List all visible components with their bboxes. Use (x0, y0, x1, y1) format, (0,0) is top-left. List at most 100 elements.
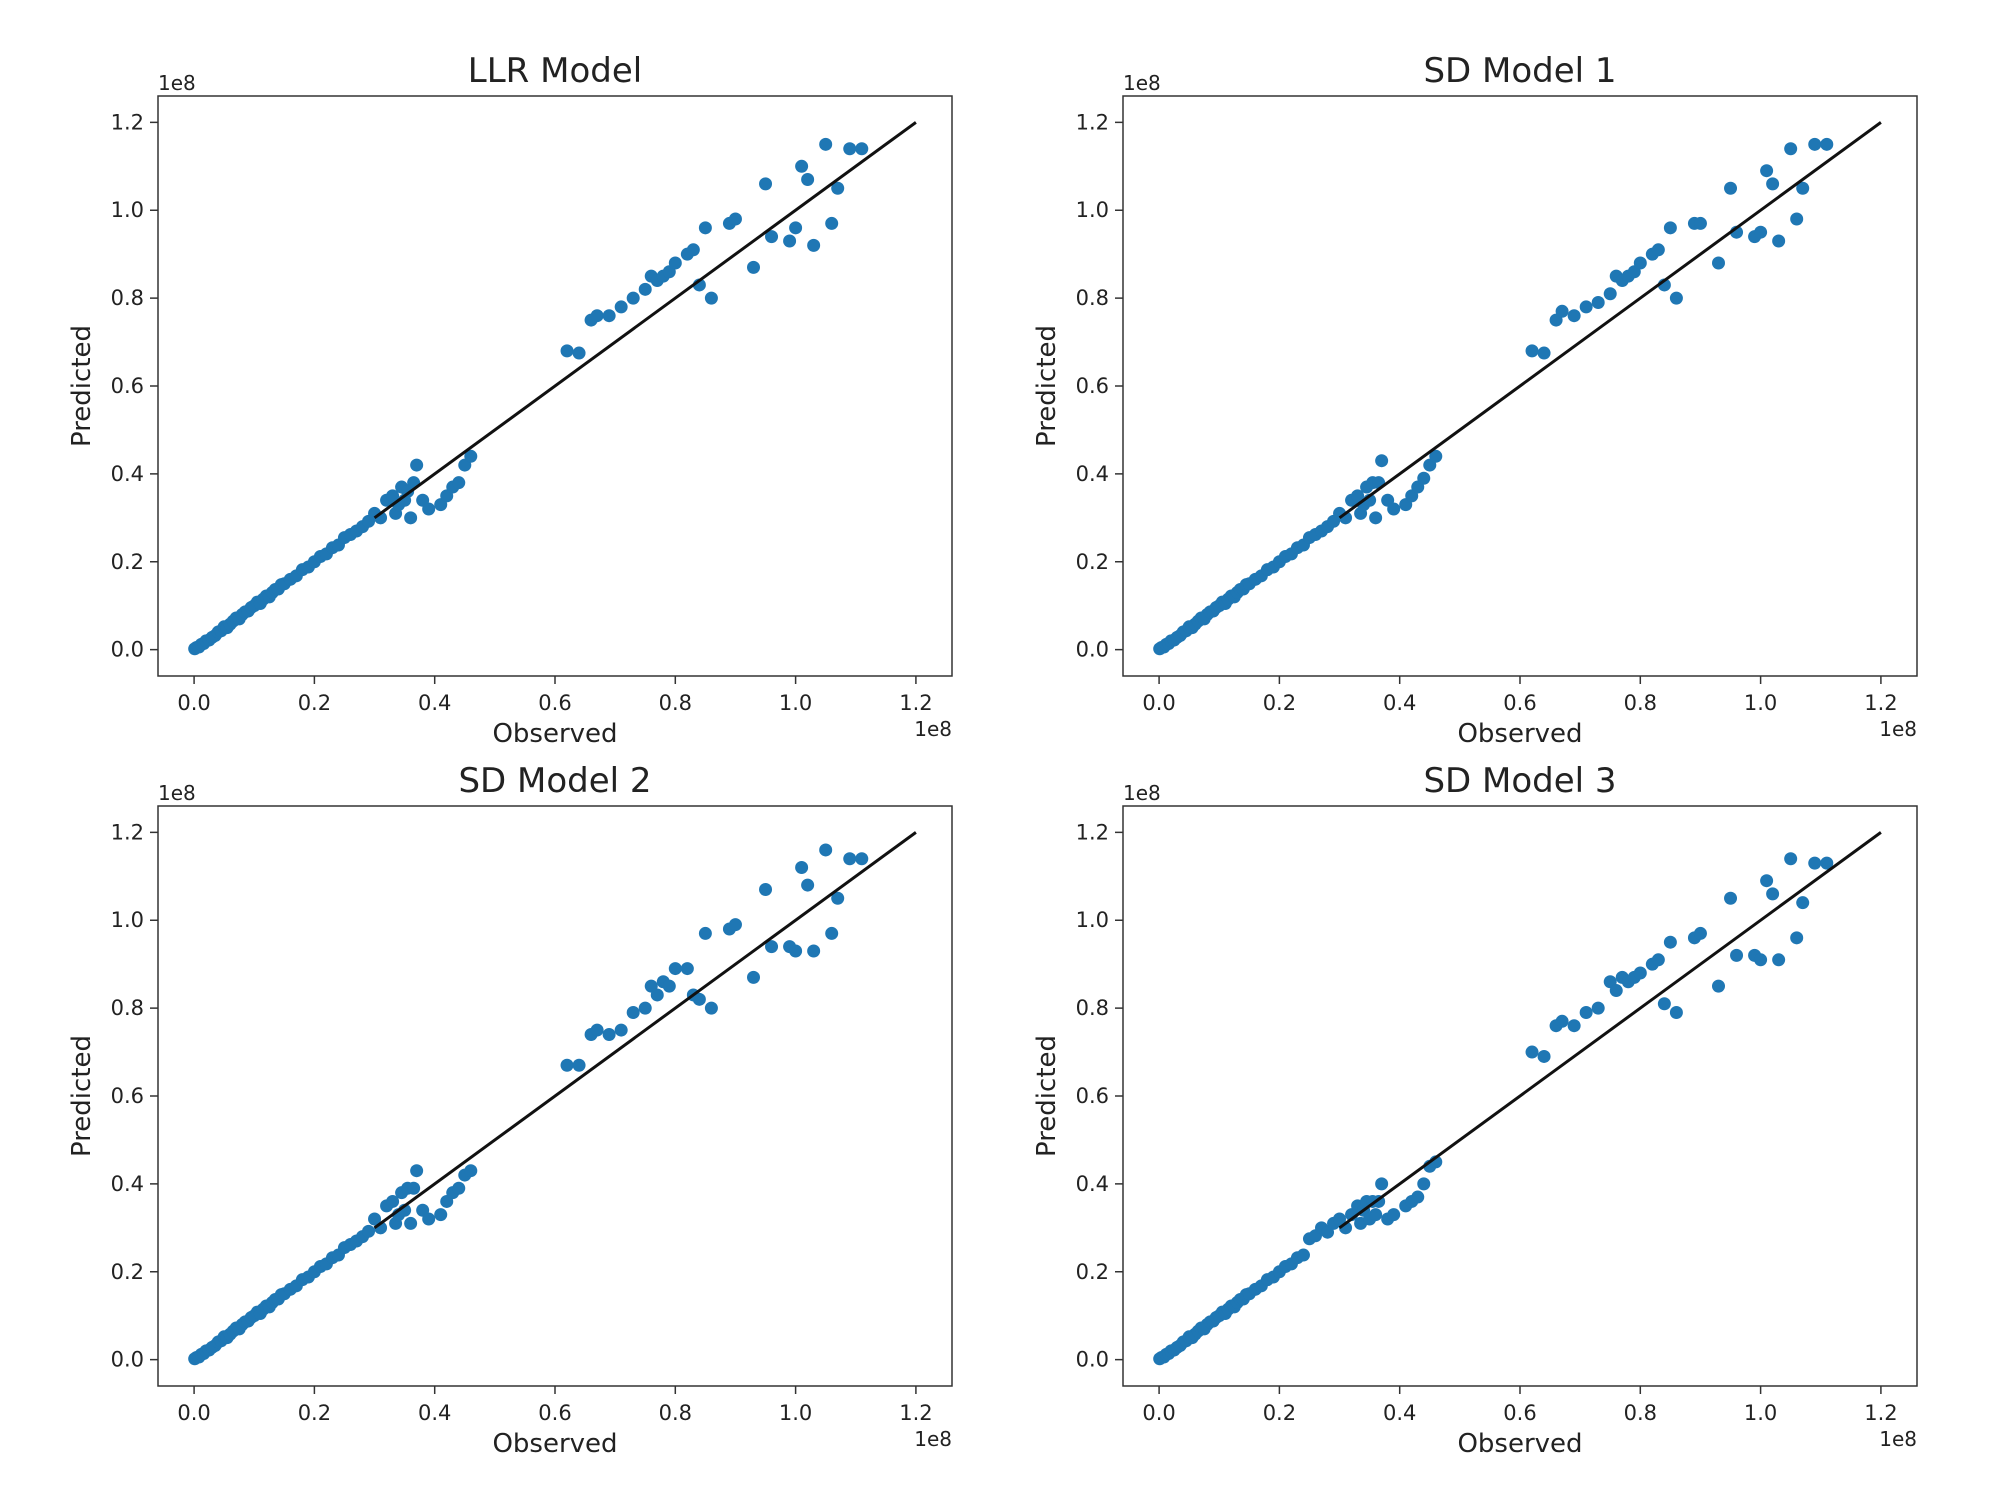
y-tick-label: 0.0 (1076, 1348, 1109, 1372)
scatter-point (560, 1058, 574, 1072)
scatter-point (1724, 181, 1738, 195)
y-axis-label: Predicted (67, 1035, 97, 1157)
y-tick-label: 0.2 (1076, 1260, 1109, 1284)
chart-title: SD Model 3 (1423, 761, 1616, 801)
y-tick-label: 0.0 (111, 1348, 144, 1372)
y-tick-label: 0.2 (111, 1260, 144, 1284)
scatter-point (614, 1023, 628, 1037)
scatter-point (1537, 1049, 1551, 1063)
scatter-point (1369, 511, 1383, 525)
y-tick-label: 0.2 (1076, 550, 1109, 574)
scatter-point (572, 1058, 586, 1072)
scatter-point (638, 1001, 652, 1015)
scatter-point (1657, 997, 1671, 1011)
x-tick-label: 1.0 (779, 1401, 812, 1425)
y-tick-label: 1.2 (1076, 820, 1109, 844)
scatter-point (1669, 291, 1683, 305)
x-tick-label: 0.2 (1263, 1401, 1296, 1425)
scatter-point (765, 940, 779, 954)
scatter-point (759, 882, 773, 896)
scatter-point (728, 918, 742, 932)
y-tick-label: 0.8 (1076, 286, 1109, 310)
y-tick-label: 0.6 (1076, 374, 1109, 398)
scatter-point (1525, 1045, 1539, 1059)
scatter-point (698, 221, 712, 235)
y-axis-label: Predicted (1032, 325, 1062, 447)
y-offset-label: 1e8 (158, 71, 196, 95)
scatter-point (662, 979, 676, 993)
scatter-point (1387, 502, 1401, 516)
x-tick-label: 0.2 (298, 691, 331, 715)
x-tick-label: 0.4 (1383, 1401, 1416, 1425)
scatter-point (1537, 346, 1551, 360)
y-tick-label: 0.0 (111, 638, 144, 662)
y-tick-label: 0.8 (1076, 996, 1109, 1020)
scatter-point (422, 502, 436, 516)
scatter-point (819, 137, 833, 151)
y-tick-label: 1.0 (1076, 908, 1109, 932)
scatter-point (464, 1164, 478, 1178)
scatter-point (831, 181, 845, 195)
scatter-point (789, 944, 803, 958)
scatter-point (1633, 256, 1647, 270)
x-tick-label: 0.0 (1142, 691, 1175, 715)
x-tick-label: 0.6 (538, 691, 571, 715)
scatter-point (843, 142, 857, 156)
chart-svg: LLR Model 0.0 0.2 0.4 0.6 0.8 1.0 1.2 0.0 0.2 0.4 0… (67, 51, 953, 749)
scatter-point (464, 449, 478, 463)
y-tick-label: 0.6 (111, 374, 144, 398)
scatter-point (650, 988, 664, 1002)
scatter-point (747, 260, 760, 274)
scatter-point (843, 852, 857, 866)
scatter-point (590, 309, 604, 323)
scatter-point (801, 878, 815, 892)
scatter-point (1579, 1006, 1593, 1020)
scatter-point (1296, 1248, 1310, 1262)
x-axis-label: Observed (492, 1429, 617, 1459)
scatter-point (747, 970, 760, 984)
chart-svg: SD Model 3 0.0 0.2 0.4 0.6 0.8 1.0 1.2 0.0 0.2 0.4… (1032, 761, 1918, 1459)
y-tick-label: 1.2 (1076, 110, 1109, 134)
x-offset-label: 1e8 (1879, 1427, 1917, 1451)
scatter-point (1579, 300, 1593, 314)
scatter-point (783, 234, 797, 248)
chart-title: SD Model 2 (458, 761, 651, 801)
scatter-point (362, 1224, 376, 1238)
chart-title: SD Model 1 (1423, 51, 1616, 91)
identity-line (373, 831, 917, 1230)
y-axis-label: Predicted (1032, 1035, 1062, 1157)
scatter-point (1591, 296, 1605, 310)
scatter-point (560, 344, 574, 358)
y-tick-label: 0.0 (1076, 638, 1109, 662)
y-tick-label: 0.6 (1076, 1084, 1109, 1108)
scatter-point (668, 256, 682, 270)
scatter-point (855, 142, 869, 156)
scatter-point (1525, 344, 1539, 358)
y-offset-label: 1e8 (158, 781, 196, 805)
scatter-point (422, 1212, 436, 1226)
x-offset-label: 1e8 (914, 717, 952, 741)
scatter-point (1712, 256, 1725, 270)
scatter-point (855, 852, 869, 866)
scatter-point (819, 843, 833, 857)
scatter-point (1663, 221, 1677, 235)
y-tick-label: 1.0 (1076, 198, 1109, 222)
scatter-point (626, 1006, 640, 1020)
scatter-point (1760, 874, 1774, 888)
scatter-point (807, 238, 821, 252)
x-tick-label: 0.4 (418, 1401, 451, 1425)
scatter-point (1796, 896, 1810, 910)
scatter-point (1669, 1006, 1683, 1020)
scatter-point (1724, 891, 1738, 905)
scatter-point (692, 992, 706, 1006)
chart-svg: SD Model 2 0.0 0.2 0.4 0.6 0.8 1.0 1.2 0.0 0.2 0.4… (67, 761, 953, 1459)
scatter-point (686, 243, 700, 257)
scatter-point (1417, 1177, 1431, 1191)
scatter-point (1651, 243, 1665, 257)
scatter-point (386, 1194, 400, 1208)
x-axis-label: Observed (492, 719, 617, 749)
y-tick-label: 0.8 (111, 286, 144, 310)
scatter-point (1760, 164, 1774, 178)
x-tick-label: 0.8 (1624, 1401, 1657, 1425)
x-tick-label: 0.8 (659, 691, 692, 715)
